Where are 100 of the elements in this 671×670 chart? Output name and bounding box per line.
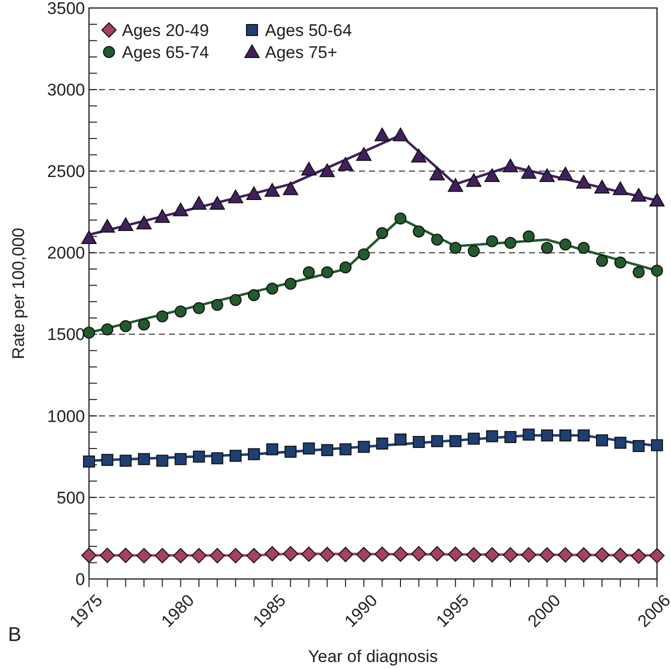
- point: [191, 548, 207, 564]
- point: [541, 429, 554, 442]
- point: [429, 546, 445, 562]
- point: [411, 148, 426, 162]
- point: [174, 453, 187, 466]
- point: [521, 165, 536, 179]
- point: [81, 548, 97, 563]
- point: [174, 305, 187, 318]
- point: [301, 546, 317, 562]
- point: [340, 261, 352, 274]
- point: [302, 266, 315, 278]
- point: [651, 264, 663, 277]
- point: [541, 242, 554, 254]
- point: [412, 436, 425, 448]
- point: [230, 450, 242, 462]
- point: [118, 548, 134, 563]
- point: [172, 548, 188, 564]
- point: [539, 168, 555, 182]
- point: [338, 156, 354, 171]
- point: [394, 212, 406, 224]
- point: [522, 230, 535, 242]
- point: [120, 320, 132, 332]
- point: [502, 158, 518, 172]
- text: B: [8, 624, 22, 646]
- point: [191, 196, 207, 210]
- point: [282, 181, 298, 196]
- point: [264, 183, 280, 197]
- point: [228, 190, 244, 204]
- y-tick-label: 500: [56, 488, 85, 508]
- point: [101, 323, 114, 336]
- point: [394, 434, 406, 446]
- point: [612, 181, 628, 196]
- point: [356, 546, 372, 562]
- point: [576, 174, 592, 189]
- point: [614, 256, 626, 269]
- point: [211, 452, 224, 464]
- point: [558, 166, 574, 180]
- point: [431, 435, 444, 448]
- y-tick-label: 1000: [47, 406, 85, 426]
- point: [578, 429, 590, 442]
- point: [612, 548, 628, 563]
- point: [576, 547, 592, 563]
- point: [376, 227, 388, 240]
- point: [596, 254, 608, 267]
- point: [284, 446, 297, 458]
- point: [136, 548, 152, 564]
- point: [374, 128, 390, 142]
- point: [356, 147, 372, 161]
- point: [594, 180, 610, 194]
- point: [210, 548, 225, 564]
- point: [282, 546, 298, 562]
- point: [578, 242, 590, 254]
- point: [594, 547, 610, 563]
- point: [340, 443, 352, 456]
- legend-label: Ages 20-49: [122, 20, 209, 40]
- point: [631, 548, 646, 564]
- point: [649, 192, 665, 207]
- point: [392, 546, 408, 562]
- y-axis-title: Rate per 100,000: [9, 228, 28, 360]
- point: [522, 428, 535, 441]
- x-axis-title: Year of diagnosis: [308, 647, 438, 666]
- point: [211, 298, 224, 311]
- y-tick-label: 3500: [47, 0, 85, 18]
- point: [246, 186, 262, 200]
- point: [156, 310, 168, 322]
- point: [651, 439, 663, 452]
- point: [100, 548, 115, 563]
- point: [230, 294, 242, 306]
- point: [138, 318, 150, 330]
- point: [631, 188, 646, 202]
- point: [246, 548, 262, 564]
- point: [466, 547, 482, 563]
- point: [154, 548, 170, 564]
- point: [486, 430, 498, 442]
- point: [502, 547, 518, 563]
- point: [632, 440, 645, 452]
- point: [321, 266, 334, 278]
- point: [484, 168, 500, 182]
- point: [468, 245, 480, 258]
- point: [358, 440, 370, 453]
- y-tick-label: 2000: [47, 244, 85, 263]
- point: [228, 548, 244, 564]
- point: [248, 289, 260, 302]
- legend-label: Ages 75+: [265, 42, 338, 62]
- point: [138, 453, 150, 466]
- point: [248, 448, 260, 460]
- point: [632, 266, 645, 278]
- point: [266, 282, 278, 295]
- point: [358, 248, 370, 260]
- point: [136, 216, 152, 230]
- point: [558, 547, 574, 563]
- point: [466, 173, 482, 187]
- point: [338, 546, 354, 562]
- point: [264, 546, 280, 562]
- point: [320, 546, 335, 562]
- y-tick-label: 0: [76, 570, 85, 589]
- point: [192, 302, 205, 314]
- y-tick-label: 2500: [47, 162, 85, 182]
- point: [429, 166, 445, 180]
- point: [486, 235, 498, 248]
